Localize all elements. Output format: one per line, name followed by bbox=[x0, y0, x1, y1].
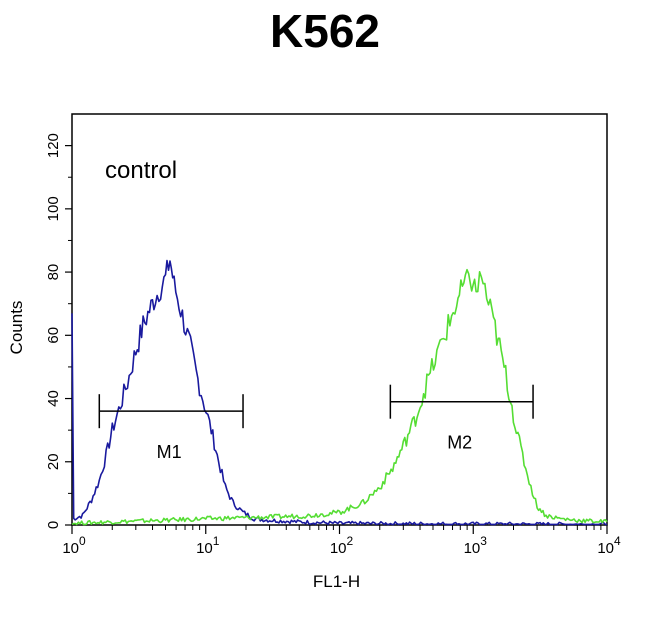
y-axis-label: Counts bbox=[7, 301, 26, 355]
chart-title: K562 bbox=[270, 5, 380, 57]
gate-markers: M1 M2 bbox=[98, 384, 534, 462]
y-tick-label: 20 bbox=[45, 453, 62, 470]
y-tick-label: 40 bbox=[45, 390, 62, 407]
histogram-series-line-1 bbox=[71, 259, 607, 526]
control-annotation: control bbox=[105, 157, 177, 184]
x-tick-label: 102 bbox=[330, 534, 354, 557]
gate-label: M1 bbox=[157, 442, 182, 462]
x-axis-ticks: 100 101 102 103 104 bbox=[62, 525, 621, 557]
series-layer bbox=[71, 259, 608, 526]
x-tick-label: 100 bbox=[62, 534, 86, 557]
x-tick-label: 103 bbox=[464, 534, 488, 557]
x-tick-label: 101 bbox=[196, 534, 220, 557]
histogram-series-line-2 bbox=[71, 268, 608, 526]
y-tick-label: 60 bbox=[45, 327, 62, 344]
y-axis-ticks: 0 20 40 60 80 100 120 bbox=[45, 133, 72, 529]
y-tick-label: 120 bbox=[45, 133, 62, 158]
x-axis-label: FL1-H bbox=[313, 572, 360, 591]
y-tick-label: 80 bbox=[45, 264, 62, 281]
gate-label: M2 bbox=[447, 433, 472, 453]
y-tick-label: 0 bbox=[45, 521, 62, 529]
x-tick-label: 104 bbox=[597, 534, 621, 557]
y-tick-label: 100 bbox=[45, 196, 62, 221]
